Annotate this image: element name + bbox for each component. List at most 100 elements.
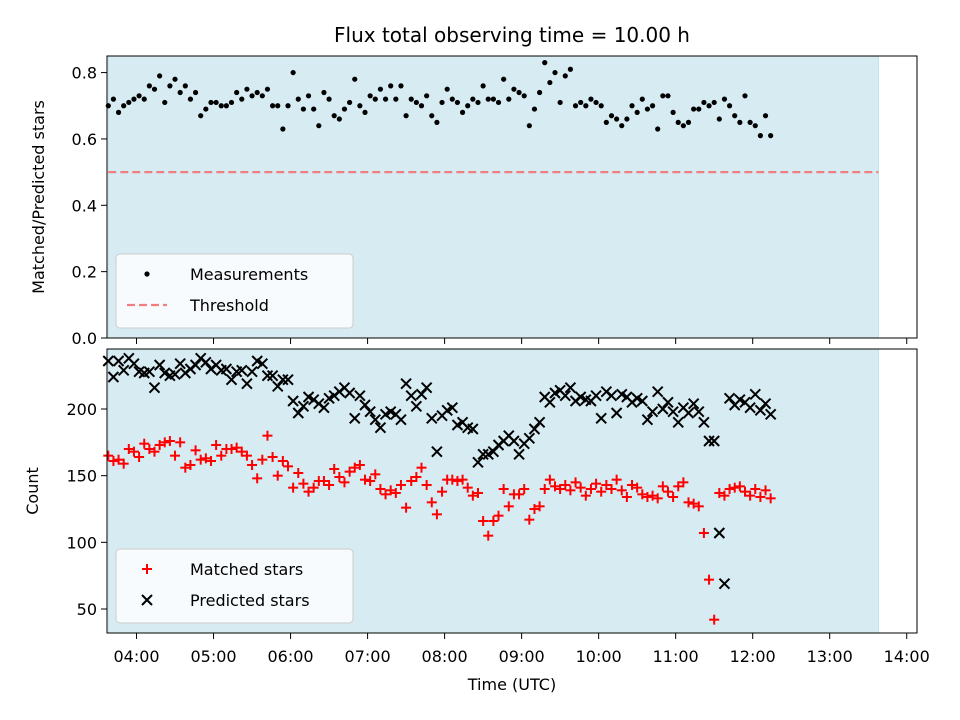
predicted-star-mark	[472, 456, 484, 469]
legend-label: Matched stars	[190, 560, 303, 579]
matched-star-point	[195, 454, 206, 465]
predicted-star-point	[410, 400, 423, 413]
measurement-point	[223, 103, 229, 109]
matched-star-point	[180, 462, 191, 473]
matched-star-point	[596, 486, 607, 497]
measurement-point	[372, 96, 378, 102]
predicted-star-mark	[667, 405, 679, 418]
matched-star-point	[760, 485, 771, 496]
predicted-star-point	[636, 395, 649, 407]
matched-star-point	[739, 486, 750, 497]
measurement-point	[531, 106, 538, 112]
matched-star-point	[704, 574, 715, 585]
predicted-star-mark	[657, 403, 669, 415]
measurement-point	[403, 113, 409, 119]
predicted-star-mark	[189, 359, 202, 371]
measurement-point	[706, 103, 712, 109]
predicted-star-mark	[693, 405, 705, 418]
measurement-point	[388, 83, 394, 89]
matched-star-point	[765, 493, 776, 504]
predicted-star-point	[287, 395, 299, 407]
predicted-star-point	[472, 456, 484, 469]
x-tick-label: 04:00	[113, 647, 159, 666]
predicted-star-point	[112, 355, 125, 367]
predicted-star-mark	[287, 395, 299, 407]
matched-star-point	[149, 446, 160, 457]
predicted-star-mark	[256, 357, 269, 370]
measurement-point	[198, 113, 204, 119]
matched-star-point	[524, 514, 535, 525]
matched-star-point	[360, 474, 371, 485]
predicted-star-mark	[554, 384, 566, 397]
measurement-point	[254, 89, 260, 96]
measurement-point	[121, 103, 127, 109]
measurement-point	[593, 99, 599, 106]
predicted-star-mark	[169, 368, 181, 381]
predicted-star-point	[528, 423, 541, 435]
measurement-point	[470, 96, 476, 102]
predicted-star-point	[487, 445, 500, 458]
predicted-star-point	[477, 448, 489, 461]
predicted-star-mark	[503, 429, 515, 442]
predicted-star-mark	[364, 405, 376, 418]
bottom-y-axis-label: Count	[23, 467, 42, 515]
x-tick-label: 06:00	[268, 647, 314, 666]
predicted-star-mark	[354, 389, 366, 402]
predicted-star-point	[241, 377, 253, 390]
measurement-point	[321, 89, 327, 96]
predicted-star-point	[369, 413, 381, 426]
measurement-point	[157, 73, 163, 79]
predicted-star-mark	[621, 391, 633, 403]
predicted-star-point	[395, 413, 407, 426]
matched-star-point	[678, 477, 689, 488]
predicted-star-mark	[580, 393, 592, 406]
predicted-star-point	[200, 356, 212, 369]
x-tick-label: 08:00	[422, 647, 468, 666]
predicted-star-mark	[374, 421, 387, 434]
matched-star-point	[205, 456, 216, 466]
measurement-point	[572, 103, 579, 109]
predicted-star-point	[713, 527, 726, 539]
predicted-star-mark	[426, 412, 438, 425]
matched-star-point	[247, 460, 258, 470]
matched-star-point	[447, 474, 458, 485]
matched-star-point	[457, 474, 468, 485]
predicted-star-point	[220, 363, 233, 375]
top-legend-box	[115, 253, 354, 329]
predicted-star-mark	[759, 397, 772, 410]
measurement-point	[562, 73, 568, 79]
matched-star-point	[385, 485, 396, 496]
x-tick-label: 07:00	[345, 647, 391, 666]
predicted-star-mark	[682, 407, 695, 419]
predicted-star-mark	[148, 381, 161, 394]
measurement-point	[757, 133, 763, 139]
predicted-star-point	[641, 413, 654, 426]
matched-star-point	[606, 484, 617, 494]
measurement-point	[655, 126, 661, 132]
matched-star-point	[344, 466, 355, 477]
predicted-star-mark	[174, 357, 186, 370]
x-tick-label: 10:00	[576, 647, 622, 666]
legend-label: Predicted stars	[190, 591, 310, 610]
predicted-star-mark	[636, 395, 649, 407]
predicted-star-mark	[153, 359, 166, 371]
predicted-star-point	[446, 401, 459, 414]
predicted-star-point	[672, 416, 684, 429]
matched-star-point	[365, 476, 376, 486]
measurement-point	[742, 93, 748, 99]
measurement-point	[685, 119, 692, 125]
measurement-point	[228, 99, 235, 106]
measurement-point	[449, 96, 455, 102]
predicted-star-mark	[462, 421, 474, 434]
predicted-star-mark	[744, 401, 756, 414]
measurement-point	[290, 69, 296, 76]
predicted-star-mark	[718, 577, 731, 590]
matched-star-point	[354, 460, 365, 470]
predicted-star-mark	[734, 393, 746, 406]
predicted-star-mark	[133, 365, 145, 378]
matched-star-point	[134, 452, 145, 462]
predicted-star-mark	[369, 413, 381, 426]
matched-star-point	[467, 490, 478, 501]
measurement-point	[352, 76, 358, 82]
x-axis-label: Time (UTC)	[467, 675, 556, 694]
